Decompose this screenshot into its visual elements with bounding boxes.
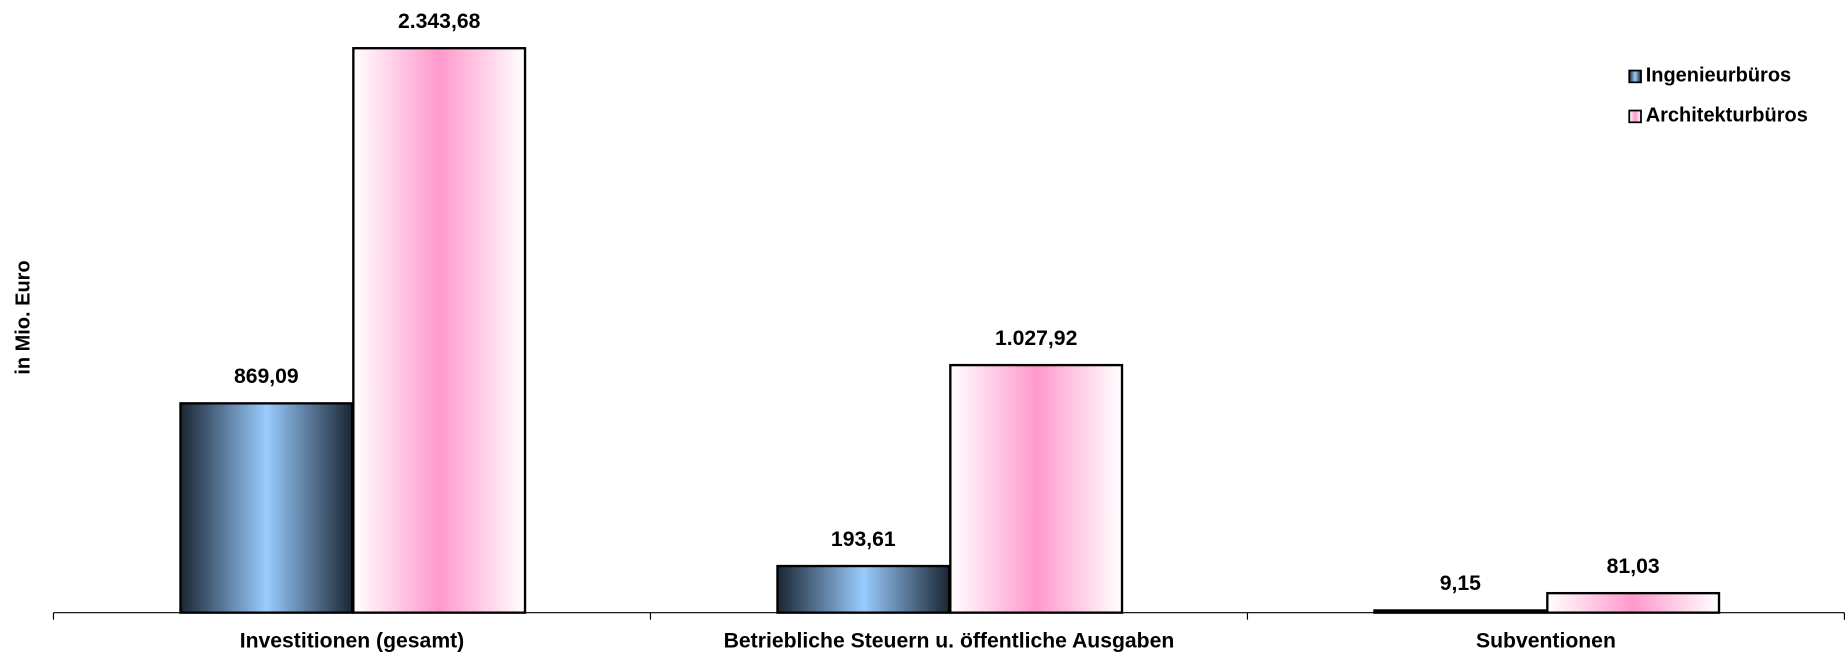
legend-swatch	[1628, 69, 1642, 84]
legend-label: Ingenieurbüros	[1646, 65, 1791, 87]
bar	[179, 402, 354, 614]
value-label: 193,61	[831, 528, 896, 551]
legend-swatch	[1628, 109, 1642, 124]
x-tick-label: Investitionen (gesamt)	[240, 630, 465, 653]
x-tick-label: Betriebliche Steuern u. öffentliche Ausg…	[724, 630, 1175, 653]
x-tick-label: Subventionen	[1476, 630, 1616, 653]
value-label: 1.027,92	[995, 327, 1077, 350]
bar	[776, 564, 951, 614]
value-label: 9,15	[1440, 572, 1481, 595]
bar	[1373, 609, 1548, 614]
value-label: 2.343,68	[398, 10, 481, 33]
bar	[352, 47, 527, 614]
value-label: 81,03	[1607, 555, 1660, 578]
y-axis-label: in Mio. Euro	[12, 260, 34, 374]
bar	[1546, 591, 1721, 614]
bar	[949, 363, 1124, 614]
value-label: 869,09	[234, 365, 299, 388]
legend-label: Architekturbüros	[1646, 105, 1808, 127]
